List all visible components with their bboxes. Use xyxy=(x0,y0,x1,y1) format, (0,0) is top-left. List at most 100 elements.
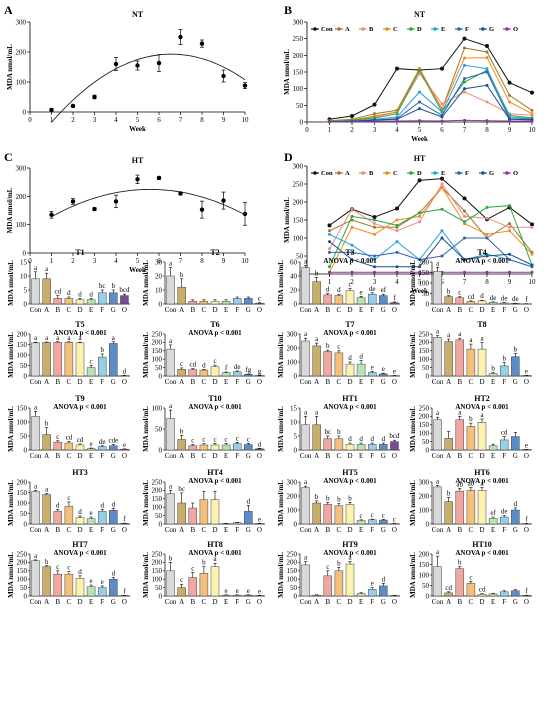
legend-label: A xyxy=(345,26,350,33)
bar xyxy=(477,348,487,377)
significance-letter: a xyxy=(436,548,440,556)
bar xyxy=(334,570,344,597)
fit-curve xyxy=(51,53,246,123)
y-tick-label: 150 xyxy=(152,495,163,503)
series-line xyxy=(329,69,533,122)
series-point xyxy=(328,247,331,251)
y-tick-label: 10 xyxy=(20,272,28,280)
bar xyxy=(466,490,476,525)
series-line xyxy=(329,57,533,122)
category-label: F xyxy=(235,452,239,460)
legend-marker xyxy=(481,171,485,175)
x-tick-label: 6 xyxy=(440,126,444,134)
category-label: O xyxy=(524,598,529,606)
series-point xyxy=(485,44,489,48)
significance-letter: a xyxy=(304,330,308,338)
bar xyxy=(356,593,366,597)
significance-letter: c xyxy=(458,289,461,297)
x-tick-label: 1 xyxy=(50,116,54,124)
y-tick-label: 100 xyxy=(293,85,304,93)
bar xyxy=(64,442,74,451)
bar xyxy=(312,345,321,377)
significance-letter: a xyxy=(458,408,462,416)
y-axis-label: MDA nmol/mL xyxy=(7,552,15,598)
series-point xyxy=(373,258,376,262)
series-line xyxy=(329,237,533,268)
y-tick-label: 50 xyxy=(155,512,163,520)
category-label: O xyxy=(392,526,397,534)
series-point xyxy=(463,46,466,50)
panel-label-d: D xyxy=(284,150,293,164)
x-tick-label: 6 xyxy=(440,278,444,286)
y-tick-label: 5 xyxy=(24,286,28,294)
legend-marker xyxy=(361,171,365,175)
series-point xyxy=(508,119,511,123)
x-tick-label: 1 xyxy=(328,126,332,134)
series-point xyxy=(373,225,376,229)
anova-annotation: ANOVA p < 0.001 xyxy=(188,329,242,337)
y-tick-label: 150 xyxy=(419,421,430,429)
x-tick-label: 10 xyxy=(529,278,537,286)
bar xyxy=(244,594,253,597)
category-label: O xyxy=(257,526,262,534)
significance-letter: a xyxy=(45,486,49,494)
category-label: Con xyxy=(432,526,444,534)
panel-title: T10 xyxy=(208,394,221,403)
y-tick-label: 200 xyxy=(17,330,28,338)
significance-letter: b xyxy=(112,282,116,290)
series-point xyxy=(418,258,421,262)
significance-letter: e xyxy=(393,367,396,375)
y-tick-label: 0 xyxy=(24,300,28,308)
category-label: F xyxy=(100,598,104,606)
y-axis-label: MDA nmol/mL xyxy=(142,260,150,306)
data-point xyxy=(178,191,183,196)
y-tick-label: 100 xyxy=(152,576,163,584)
series-point xyxy=(463,118,466,122)
significance-letter: b xyxy=(447,489,451,497)
category-label: B xyxy=(457,306,462,314)
significance-letter: bcd xyxy=(389,432,400,440)
bar xyxy=(221,372,231,377)
significance-letter: b xyxy=(45,420,49,428)
y-tick-label: 0 xyxy=(24,446,28,454)
y-tick-label: 200 xyxy=(293,199,304,207)
y-tick-label: 200 xyxy=(419,339,430,347)
bar xyxy=(53,573,63,597)
category-label: G xyxy=(513,598,518,606)
series-point xyxy=(418,214,421,218)
y-tick-label: 5 xyxy=(294,432,298,440)
data-point xyxy=(178,34,183,40)
bar xyxy=(120,295,129,305)
significance-letter: b xyxy=(180,271,184,279)
y-tick-label: 300 xyxy=(16,165,27,173)
category-label: E xyxy=(224,526,228,534)
y-tick-label: 60 xyxy=(290,258,298,266)
significance-letter: b xyxy=(337,428,341,436)
category-label: Con xyxy=(165,306,177,314)
y-tick-label: 0 xyxy=(426,300,430,308)
bar xyxy=(232,443,242,451)
anova-annotation: ANOVA p < 0.001 xyxy=(323,403,377,411)
category-label: A xyxy=(44,378,49,386)
bar xyxy=(379,444,388,451)
significance-letter: bc xyxy=(99,282,106,290)
series-point xyxy=(440,207,444,211)
significance-letter: c xyxy=(247,435,250,443)
category-label: B xyxy=(190,526,195,534)
panel-title: HT3 xyxy=(72,468,88,477)
bar xyxy=(255,303,264,305)
category-label: F xyxy=(370,378,374,386)
series-point xyxy=(463,90,466,94)
category-label: O xyxy=(392,598,397,606)
bar xyxy=(301,487,310,525)
y-tick-label: 200 xyxy=(293,52,304,60)
legend-label: F xyxy=(465,26,469,33)
significance-letter: a xyxy=(169,482,173,490)
y-tick-label: 100 xyxy=(287,576,298,584)
y-tick-label: 50 xyxy=(422,438,430,446)
category-label: A xyxy=(446,452,451,460)
bar xyxy=(86,367,96,377)
significance-letter: cd xyxy=(445,584,452,592)
category-label: C xyxy=(469,452,474,460)
